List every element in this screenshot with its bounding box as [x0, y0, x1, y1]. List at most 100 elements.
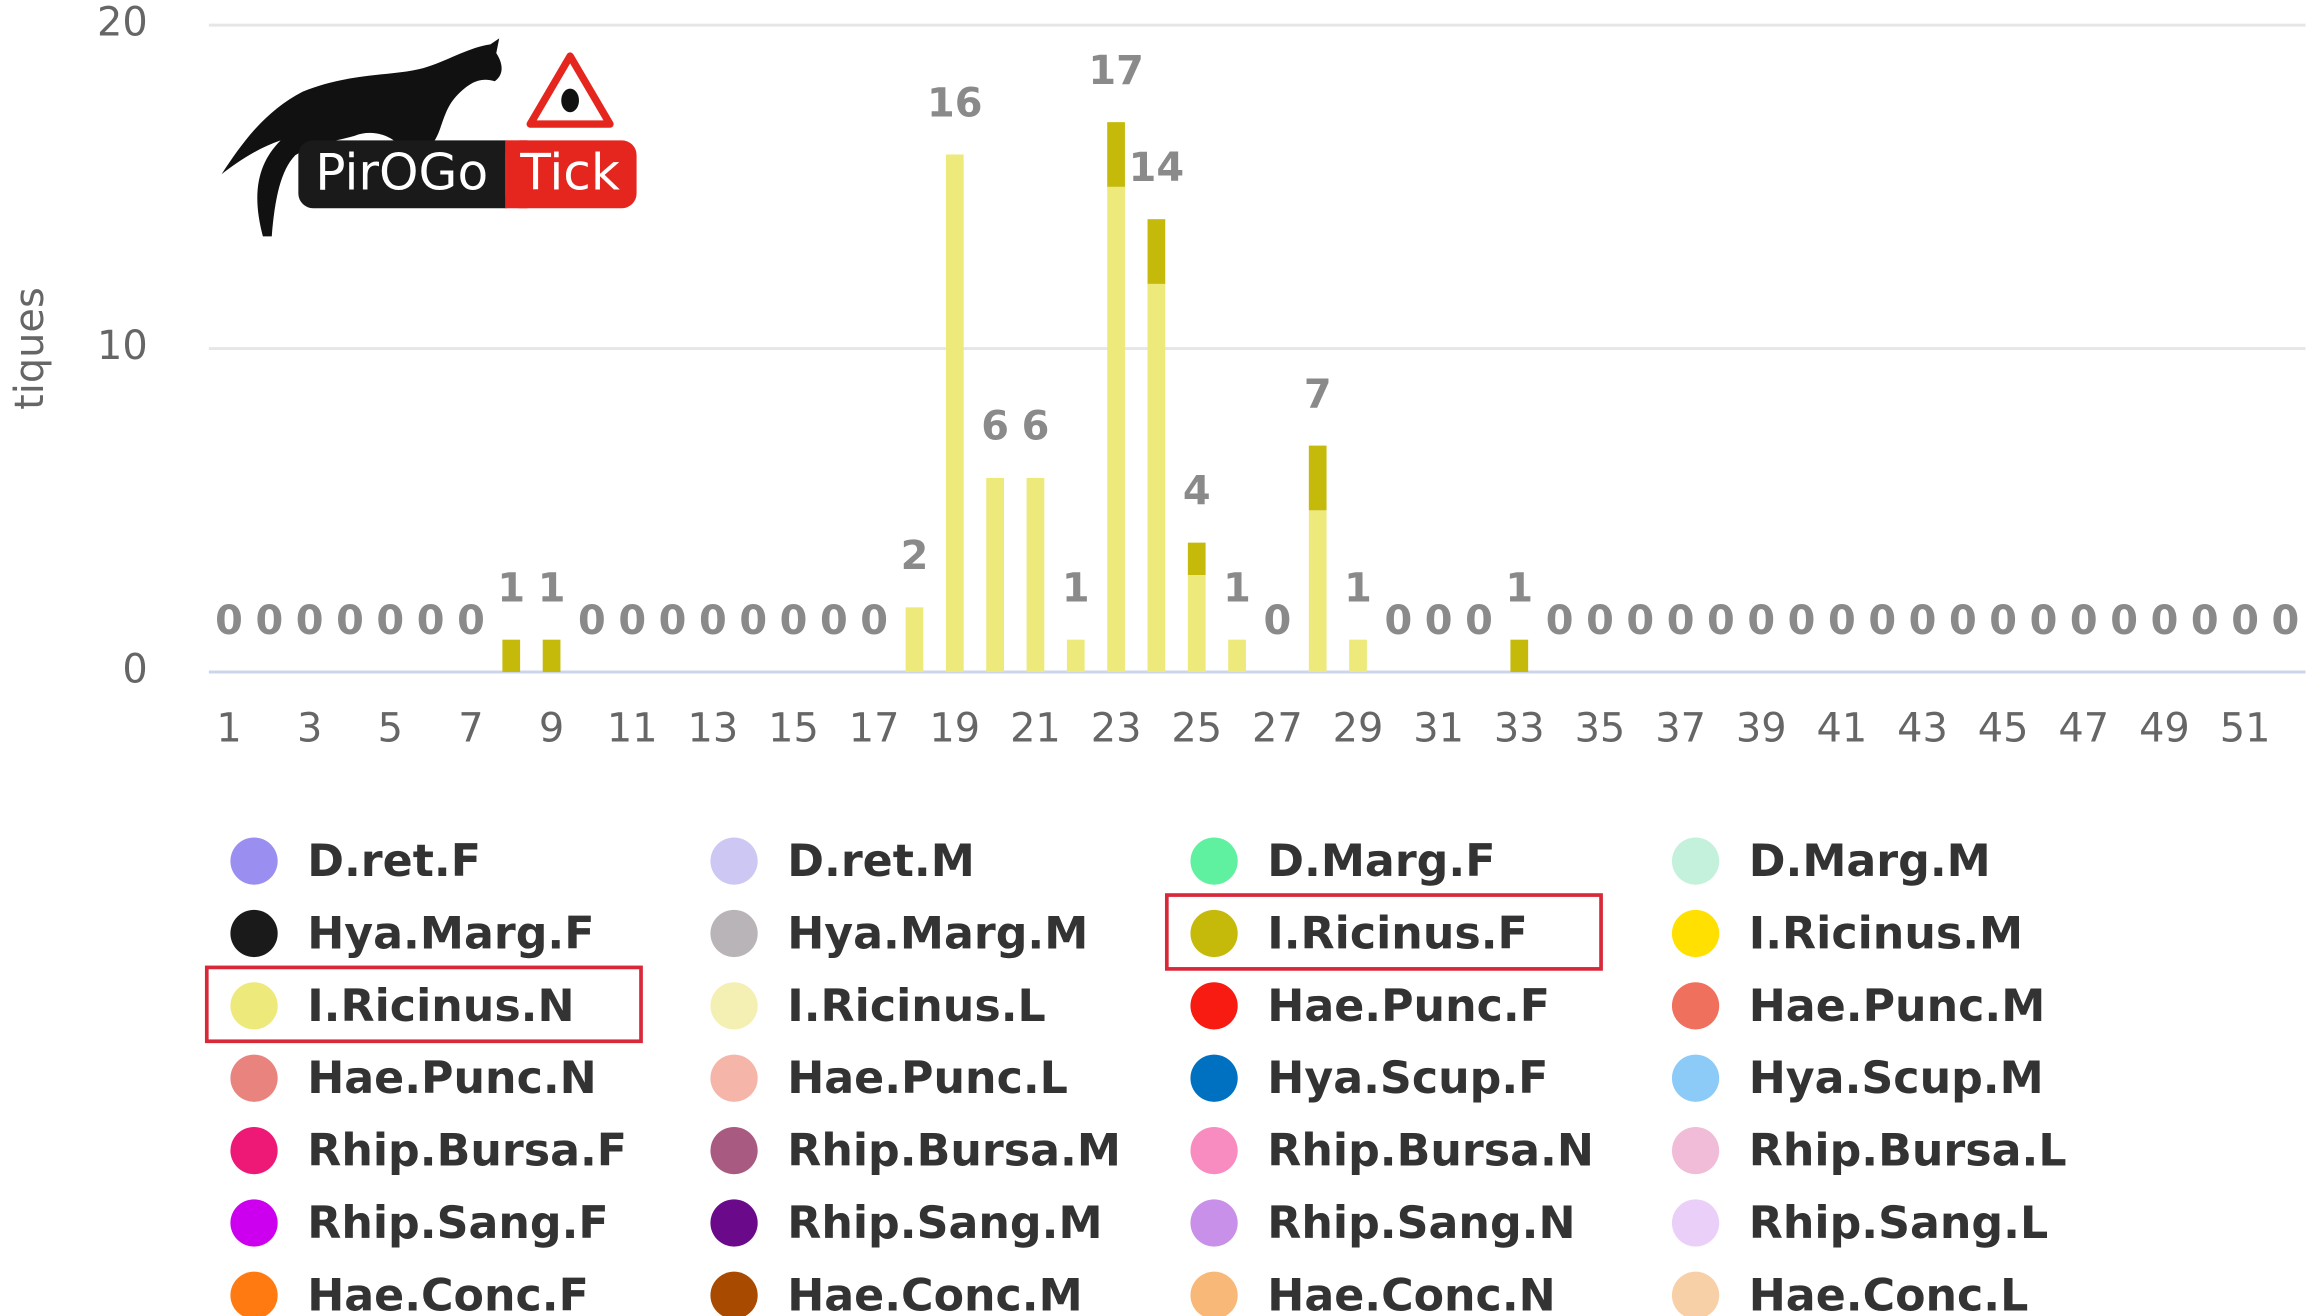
x-tick-label: 23 — [1091, 706, 1142, 752]
x-tick-label: 49 — [2139, 706, 2190, 752]
legend-marker — [230, 1271, 278, 1316]
data-label: 1 — [538, 565, 566, 611]
x-tick-label: 11 — [607, 706, 658, 752]
data-label: 0 — [1546, 598, 1574, 644]
legend-marker — [710, 1199, 758, 1247]
data-label: 0 — [1868, 598, 1896, 644]
data-label: 0 — [376, 598, 404, 644]
bar-segment — [905, 607, 924, 673]
data-label: 0 — [1384, 598, 1412, 644]
logo-tick-icon — [561, 88, 579, 113]
legend-marker — [1671, 1271, 1720, 1316]
logo-right-text: Tick — [519, 142, 620, 201]
data-label: 0 — [820, 598, 848, 644]
legend-label: I.Ricinus.N — [307, 981, 574, 1032]
bar-segment — [1308, 445, 1327, 511]
legend-label: Rhip.Bursa.L — [1749, 1126, 2067, 1177]
bar-segment — [1510, 639, 1529, 673]
data-label: 0 — [2272, 598, 2300, 644]
x-tick-label: 27 — [1252, 706, 1303, 752]
x-tick-label: 15 — [768, 706, 819, 752]
y-tick-label: 10 — [97, 323, 148, 369]
legend-label: I.Ricinus.F — [1267, 908, 1528, 959]
legend-marker — [1671, 1054, 1720, 1102]
data-label: 0 — [2151, 598, 2179, 644]
bar-segment — [1147, 283, 1166, 673]
bar-segment — [1147, 219, 1166, 284]
legend-label: Hae.Punc.N — [307, 1053, 597, 1104]
legend-marker — [1671, 837, 1720, 885]
legend-marker — [710, 1271, 758, 1316]
data-label: 1 — [1505, 565, 1533, 611]
data-label: 0 — [1747, 598, 1775, 644]
legend-marker — [710, 1126, 758, 1175]
legend-label: D.ret.F — [307, 836, 481, 887]
x-tick-label: 45 — [1978, 706, 2029, 752]
logo: PirOGo Tick — [221, 38, 637, 237]
legend-label: Rhip.Sang.M — [787, 1198, 1102, 1249]
data-label: 16 — [927, 80, 982, 126]
x-tick-label: 35 — [1575, 706, 1626, 752]
data-label: 0 — [659, 598, 687, 644]
data-label: 1 — [1344, 565, 1372, 611]
data-label: 0 — [1586, 598, 1614, 644]
bar-segment — [1308, 510, 1327, 673]
x-tick-label: 7 — [458, 706, 483, 752]
legend-label: Rhip.Sang.L — [1749, 1198, 2048, 1249]
legend-marker — [1190, 1054, 1238, 1102]
legend-marker — [710, 837, 758, 885]
bar-segment — [1107, 186, 1125, 673]
data-label: 0 — [296, 598, 324, 644]
bar-segment — [1187, 574, 1206, 673]
legend-marker — [230, 1054, 278, 1102]
x-tick-label: 1 — [216, 706, 241, 752]
data-label: 2 — [901, 533, 929, 579]
legend-label: I.Ricinus.M — [1749, 908, 2023, 959]
legend-label: D.Marg.F — [1267, 836, 1495, 887]
x-tick-label: 41 — [1817, 706, 1868, 752]
logo-red-join — [505, 140, 528, 209]
x-tick-label: 17 — [849, 706, 900, 752]
data-label: 0 — [1465, 598, 1493, 644]
data-label: 0 — [1425, 598, 1453, 644]
data-label: 0 — [1667, 598, 1695, 644]
legend-marker — [710, 982, 758, 1030]
x-tick-label: 25 — [1171, 706, 1222, 752]
x-tick-label: 5 — [378, 706, 403, 752]
legend-label: I.Ricinus.L — [787, 981, 1046, 1032]
x-tick-label: 29 — [1333, 706, 1384, 752]
data-label: 0 — [2070, 598, 2098, 644]
legend-marker — [1190, 982, 1238, 1030]
legend-label: Hae.Conc.L — [1749, 1270, 2029, 1316]
legend-marker — [1190, 837, 1238, 885]
legend-marker — [230, 837, 278, 885]
legend-marker — [1190, 1126, 1238, 1175]
data-label: 0 — [215, 598, 243, 644]
legend-label: Hya.Marg.M — [787, 908, 1088, 959]
legend-marker — [1671, 982, 1720, 1030]
legend-label: Rhip.Bursa.F — [307, 1126, 627, 1177]
data-label: 0 — [860, 598, 888, 644]
data-label: 14 — [1129, 145, 1184, 191]
x-tick-label: 31 — [1413, 706, 1464, 752]
data-label: 0 — [336, 598, 364, 644]
logo-dark-box — [298, 140, 520, 209]
legend-label: Rhip.Sang.N — [1267, 1198, 1575, 1249]
legend-label: D.Marg.M — [1749, 836, 1991, 887]
legend-marker — [1671, 909, 1720, 958]
legend-label: Rhip.Sang.F — [307, 1198, 608, 1249]
data-label: 0 — [2030, 598, 2058, 644]
data-label: 1 — [1062, 565, 1090, 611]
data-label: 1 — [1223, 565, 1251, 611]
legend-marker — [230, 1126, 278, 1175]
data-label: 0 — [1707, 598, 1735, 644]
data-label: 0 — [1828, 598, 1856, 644]
data-label: 0 — [739, 598, 767, 644]
data-label: 6 — [981, 404, 1009, 450]
legend-marker — [230, 1199, 278, 1247]
x-tick-label: 21 — [1010, 706, 1061, 752]
legend-label: Hae.Punc.L — [787, 1053, 1068, 1104]
data-label: 0 — [1989, 598, 2017, 644]
legend-marker — [1190, 1271, 1238, 1316]
